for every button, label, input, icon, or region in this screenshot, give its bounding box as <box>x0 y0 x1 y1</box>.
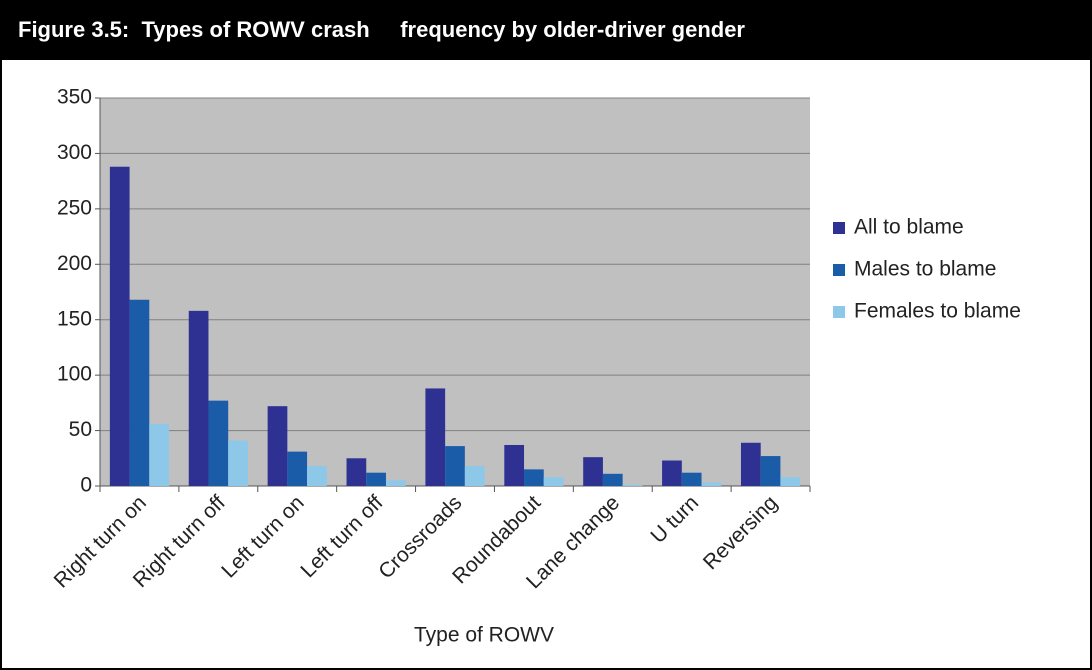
bar <box>504 444 525 486</box>
chart-title: Figure 3.5: Types of ROWV crash frequenc… <box>18 17 745 42</box>
bar <box>129 299 150 486</box>
y-tick-label: 50 <box>69 418 92 441</box>
bar <box>287 451 308 486</box>
y-tick-label: 250 <box>57 196 92 219</box>
legend-swatch <box>833 222 845 234</box>
bar <box>602 473 623 486</box>
y-tick-label: 200 <box>57 252 92 275</box>
legend-label: Males to blame <box>854 258 996 281</box>
legend-swatch <box>833 306 845 318</box>
bar <box>425 388 446 486</box>
bar <box>701 482 722 486</box>
y-tick-label: 300 <box>57 141 92 164</box>
bar <box>307 466 327 486</box>
bar <box>524 469 544 486</box>
bar <box>662 460 682 486</box>
bar <box>188 310 209 486</box>
bar <box>780 477 801 486</box>
bar <box>583 457 603 486</box>
bar <box>622 484 643 486</box>
x-axis-title: Type of ROWV <box>414 624 554 647</box>
title-bar <box>0 0 1092 60</box>
bar <box>109 166 130 486</box>
bar <box>385 480 406 486</box>
y-tick-label: 150 <box>57 307 92 330</box>
bar <box>149 423 170 486</box>
y-tick-label: 0 <box>80 474 92 497</box>
y-tick-label: 350 <box>57 86 92 109</box>
legend-label: All to blame <box>854 216 964 239</box>
legend-swatch <box>833 264 845 276</box>
bar <box>267 406 288 486</box>
bar <box>464 466 485 486</box>
bar <box>740 442 761 486</box>
bar <box>445 446 465 486</box>
bar <box>208 400 229 486</box>
bar <box>543 477 564 486</box>
bar <box>760 456 781 486</box>
bar <box>366 472 386 486</box>
bar <box>346 458 367 486</box>
y-tick-label: 100 <box>57 363 92 386</box>
legend-label: Females to blame <box>854 300 1021 323</box>
bar <box>228 440 248 486</box>
bar <box>681 472 702 486</box>
